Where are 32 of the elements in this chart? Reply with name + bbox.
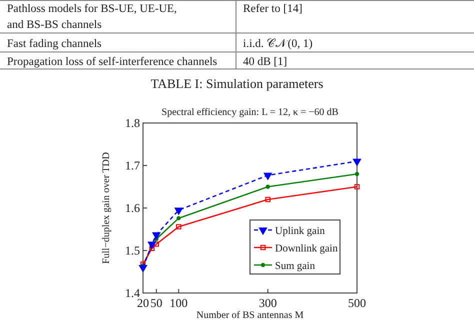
y-tick-label: 1.5 — [125, 243, 140, 258]
point — [354, 172, 360, 176]
point — [265, 196, 270, 202]
text: TABLE I: Simulation parameters — [150, 76, 324, 91]
y-tick-label: 1.7 — [125, 158, 140, 172]
point — [149, 246, 155, 251]
x-tick-label: 20 — [137, 296, 149, 310]
chart-title: Spectral efficiency gain: L = 12, κ = −60 dB — [162, 107, 339, 118]
point — [354, 184, 360, 190]
legend-label: Downlink gain — [275, 244, 338, 254]
y-tick-label: 1.6 — [125, 200, 140, 215]
x-tick-label: 500 — [348, 296, 366, 310]
y-tick-label: 1.8 — [125, 116, 140, 130]
x-axis-title: Number of BS antennas M — [196, 310, 304, 321]
point — [154, 242, 159, 247]
point — [176, 216, 181, 220]
point — [352, 158, 362, 166]
point — [148, 242, 156, 249]
point — [152, 232, 160, 240]
point — [138, 264, 148, 272]
x-tick-label: 100 — [170, 296, 188, 310]
point — [264, 172, 272, 180]
y-tick-label: 1.4 — [125, 286, 140, 300]
x-tick-label: 300 — [258, 296, 277, 310]
point — [266, 184, 270, 189]
legend-label: Sum gain — [275, 261, 316, 272]
legend-label: Uplink gain — [275, 226, 326, 237]
point — [174, 208, 183, 215]
point — [176, 224, 182, 230]
y-axis-title: Full−duplex gain over TDD — [101, 152, 112, 264]
parameter-table: Pathloss models for BS-UE, UE-UE, and BS-BS channels Refer to [14] Fast fading channels i.i.d. 𝒞𝒩(0, 1) Propagation loss of self-interference channels 40 dB [1] — [0, 0, 474, 70]
x-tick-label: 50 — [150, 296, 162, 310]
